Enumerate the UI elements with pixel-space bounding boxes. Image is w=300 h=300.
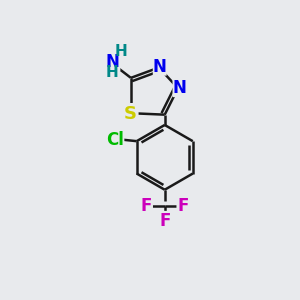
Text: N: N [106,53,119,71]
Text: F: F [141,197,152,215]
Text: N: N [172,79,186,97]
Text: N: N [153,58,167,76]
Text: H: H [106,65,118,80]
Text: H: H [115,44,127,59]
Text: F: F [159,212,170,230]
Text: S: S [124,105,137,123]
Text: F: F [177,197,189,215]
Text: Cl: Cl [106,131,124,149]
